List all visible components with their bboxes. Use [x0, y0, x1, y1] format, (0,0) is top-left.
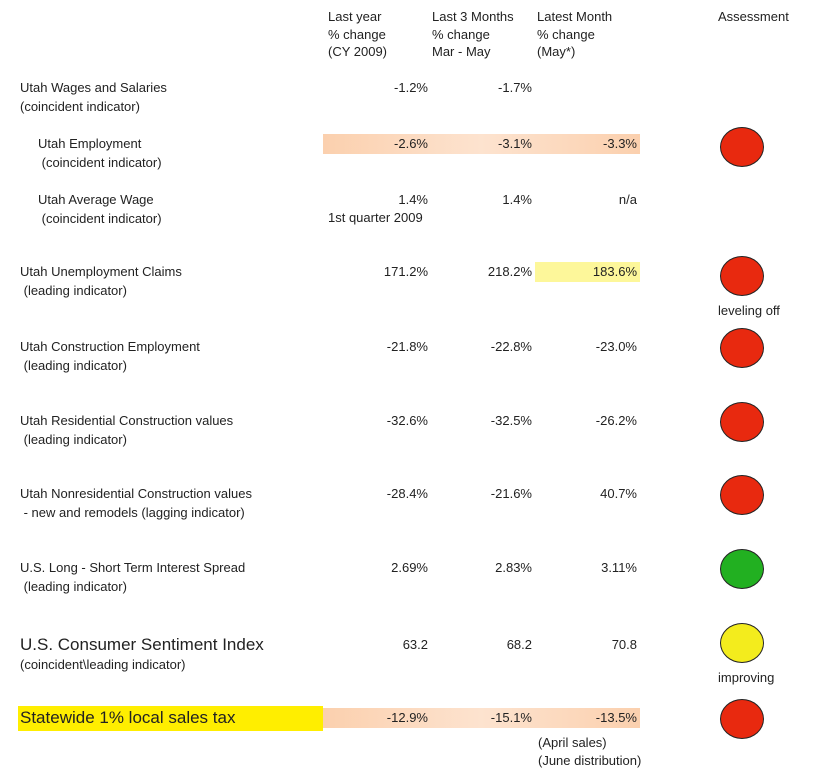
column-header: % change	[537, 26, 595, 42]
column-header: Latest Month	[537, 9, 613, 24]
row-label: Utah Construction Employment	[20, 339, 200, 354]
assessment-light	[720, 623, 764, 663]
value: 218.2%	[487, 264, 532, 279]
row-label: (coincident indicator)	[38, 155, 162, 170]
value: 63.2	[402, 637, 428, 652]
value: -28.4%	[386, 486, 428, 501]
assessment-light	[720, 549, 764, 589]
value: n/a	[618, 192, 637, 207]
assessment-light	[720, 475, 764, 515]
row-label: Statewide 1% local sales tax	[20, 708, 236, 727]
row-label: U.S. Long - Short Term Interest Spread	[20, 560, 246, 575]
value: 40.7%	[600, 486, 637, 501]
row-label: Utah Nonresidential Construction values	[20, 486, 252, 501]
assessment-light	[720, 402, 764, 442]
row-label: (leading indicator)	[20, 432, 127, 447]
row-label: Utah Average Wage	[38, 192, 154, 207]
value: -23.0%	[595, 339, 637, 354]
assessment-light	[720, 127, 764, 167]
assessment-light	[720, 328, 764, 368]
value: 171.2%	[383, 264, 428, 279]
assessment-header: Assessment	[718, 9, 789, 24]
value: -13.5%	[595, 710, 637, 725]
highlight	[323, 134, 640, 154]
value: -32.5%	[490, 413, 532, 428]
value: 183.6%	[592, 264, 637, 279]
row-label: Utah Residential Construction values	[20, 413, 234, 428]
highlight	[535, 262, 640, 282]
highlight	[18, 706, 323, 731]
value: 2.69%	[391, 560, 428, 575]
value: -1.2%	[394, 80, 428, 95]
row-label: Utah Unemployment Claims	[20, 264, 182, 279]
row-label: - new and remodels (lagging indicator)	[20, 505, 245, 520]
column-header: % change	[432, 26, 490, 42]
value: -12.9%	[386, 710, 428, 725]
row-label: (leading indicator)	[20, 579, 127, 594]
column-header: Mar - May	[432, 44, 491, 59]
column-header: Last 3 Months	[432, 9, 514, 24]
value: -21.6%	[490, 486, 532, 501]
value: -22.8%	[490, 339, 532, 354]
assessment-note: leveling off	[718, 303, 780, 318]
highlight	[323, 708, 640, 728]
value: 68.2	[506, 637, 532, 652]
assessment-light	[720, 699, 764, 739]
value: 70.8	[611, 637, 637, 652]
value: -26.2%	[595, 413, 637, 428]
row-label: (coincident\leading indicator)	[20, 657, 186, 672]
value: 2.83%	[495, 560, 532, 575]
row-label: (coincident indicator)	[20, 99, 140, 114]
row-label: Utah Wages and Salaries	[20, 80, 167, 95]
row-label: (coincident indicator)	[38, 211, 162, 226]
value: 3.11%	[601, 560, 637, 575]
value: -3.1%	[498, 136, 532, 151]
assessment-light	[720, 256, 764, 296]
column-header: Last year	[328, 9, 382, 24]
row-label: (leading indicator)	[20, 358, 127, 373]
value: -32.6%	[386, 413, 428, 428]
row-label: Utah Employment	[38, 136, 142, 151]
value: -1.7%	[498, 80, 532, 95]
row-label: U.S. Consumer Sentiment Index	[20, 635, 264, 654]
column-header: % change	[328, 26, 386, 42]
column-header: (CY 2009)	[328, 44, 388, 59]
value: 1.4%	[398, 192, 428, 207]
value: -21.8%	[386, 339, 428, 354]
value: 1.4%	[502, 192, 532, 207]
value: -3.3%	[603, 136, 637, 151]
note: (April sales)	[538, 735, 607, 750]
assessment-note: improving	[718, 670, 775, 685]
value: -2.6%	[394, 136, 428, 151]
note: (June distribution)	[538, 753, 642, 768]
column-header: (May*)	[537, 44, 576, 59]
value: -15.1%	[490, 710, 532, 725]
row-label: (leading indicator)	[20, 283, 127, 298]
note: 1st quarter 2009	[328, 210, 423, 225]
